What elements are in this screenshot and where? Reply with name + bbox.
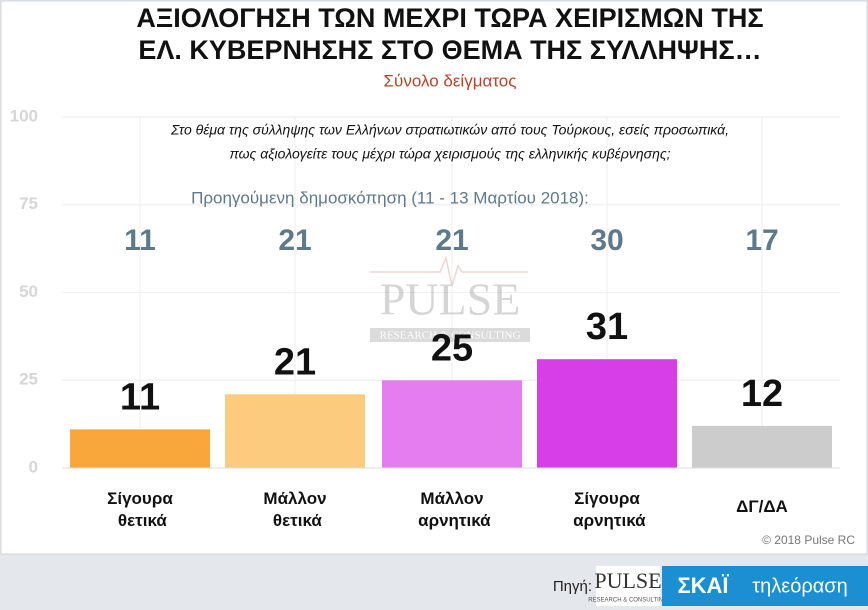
y-tick-label: 25 [19, 370, 38, 389]
y-tick-label: 0 [29, 457, 38, 476]
previous-value: 21 [278, 224, 311, 257]
x-tick-label: Μάλλον αρνητικά [413, 489, 491, 530]
pulse-logo-sub: RESEARCH & CONSULTING [588, 598, 668, 604]
data-label: 25 [431, 327, 473, 369]
data-label: 21 [274, 341, 316, 383]
pulse-logo-text: PULSE [594, 568, 661, 593]
y-tick-label: 100 [10, 106, 38, 125]
chart-title: ΕΛ. ΚΥΒΕΡΝΗΣΗΣ ΣΤΟ ΘΕΜΑ ΤΗΣ ΣΥΛΛΗΨΗΣ… [138, 35, 761, 65]
bar [70, 429, 210, 468]
watermark-text: PULSE [380, 274, 521, 325]
chart-title: ΑΞΙΟΛΟΓΗΣΗ ΤΩΝ ΜΕΧΡΙ ΤΩΡΑ ΧΕΙΡΙΣΜΩΝ ΤΗΣ [136, 3, 763, 33]
question: Στο θέμα της σύλληψης των Ελλήνων στρατι… [170, 122, 729, 138]
previous-value: 11 [124, 224, 156, 257]
x-tick-label: Μάλλον θετικά [263, 489, 326, 530]
pulse-logo [596, 566, 660, 606]
y-tick-label: 50 [19, 282, 38, 301]
bar [382, 380, 522, 468]
skai-logo-text: ΣΚΑΪ [677, 573, 729, 598]
copyright: © 2018 Pulse RC [762, 533, 855, 547]
bar [225, 394, 365, 468]
bar [537, 359, 677, 468]
data-label: 12 [741, 373, 783, 415]
previous-value: 30 [590, 224, 623, 257]
previous-value: 17 [745, 224, 778, 257]
x-tick-label: Σίγουρα θετικά [107, 489, 173, 530]
x-tick-label: ΔΓ/ΔΑ [736, 497, 788, 516]
previous-label: Προηγούμενη δημοσκόπηση (11 - 13 Μαρτίου… [191, 188, 589, 207]
subtitle: Σύνολο δείγματος [384, 71, 517, 90]
data-label: 31 [586, 306, 628, 348]
watermark: PULSE RESEARCH & CONSULTING [370, 255, 530, 342]
data-label: 11 [120, 376, 160, 418]
question: πως αξιολογείτε τους μέχρι τώρα χειρισμο… [229, 146, 670, 162]
x-tick-label: Σίγουρα αρνητικά [568, 489, 646, 530]
previous-value: 21 [435, 224, 468, 257]
bar [692, 425, 832, 468]
source-label: Πηγή: [553, 578, 592, 595]
skai-logo [662, 566, 868, 606]
skai-tv-text: τηλεόραση [752, 575, 847, 597]
watermark-sub: RESEARCH & CONSULTING [380, 330, 521, 342]
y-tick-label: 75 [19, 194, 38, 213]
